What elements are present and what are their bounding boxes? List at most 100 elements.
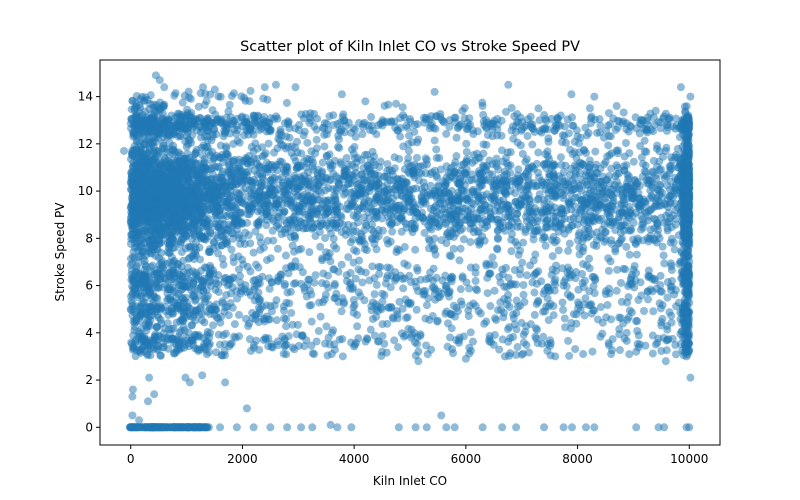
scatter-point: [512, 309, 521, 318]
scatter-point: [522, 341, 531, 350]
scatter-point: [388, 227, 397, 236]
scatter-point: [604, 266, 613, 275]
scatter-point: [314, 327, 323, 336]
scatter-point: [432, 153, 441, 162]
scatter-point: [399, 142, 408, 151]
scatter-point: [358, 130, 367, 139]
scatter-point: [651, 340, 660, 349]
scatter-point: [531, 207, 540, 216]
scatter-point: [391, 123, 400, 132]
scatter-point: [549, 212, 558, 221]
scatter-point: [310, 350, 319, 359]
scatter-point: [405, 115, 414, 124]
scatter-point: [490, 286, 499, 295]
scatter-point: [354, 334, 363, 343]
scatter-point: [649, 127, 658, 136]
scatter-point: [622, 125, 631, 134]
scatter-point: [351, 163, 360, 172]
scatter-point: [349, 258, 358, 267]
scatter-point: [280, 207, 289, 216]
scatter-point: [402, 313, 411, 322]
scatter-point: [222, 144, 231, 153]
scatter-point: [634, 331, 643, 340]
scatter-point: [266, 302, 275, 311]
scatter-point: [237, 92, 246, 101]
scatter-point: [359, 164, 368, 173]
scatter-point: [630, 283, 639, 292]
scatter-point: [367, 306, 376, 315]
scatter-point: [385, 264, 394, 273]
scatter-point: [384, 239, 393, 248]
scatter-point: [378, 297, 387, 306]
scatter-point: [530, 310, 539, 319]
scatter-point: [615, 330, 624, 339]
scatter-point: [582, 261, 591, 270]
scatter-point: [458, 274, 467, 283]
scatter-point: [497, 131, 506, 140]
scatter-point: [230, 332, 238, 341]
scatter-point: [671, 180, 680, 189]
scatter-point: [235, 138, 244, 147]
scatter-point: [437, 236, 446, 245]
scatter-point: [619, 108, 628, 117]
scatter-point: [210, 85, 219, 94]
scatter-point: [473, 149, 482, 158]
scatter-point: [289, 279, 298, 288]
scatter-point: [561, 323, 570, 332]
scatter-point: [625, 350, 634, 359]
scatter-point: [264, 139, 273, 148]
scatter-point: [359, 120, 368, 129]
scatter-point: [465, 343, 474, 352]
scatter-point: [282, 314, 291, 323]
scatter-point: [358, 278, 367, 287]
scatter-point: [672, 350, 681, 359]
scatter-point: [339, 110, 348, 119]
scatter-point: [351, 274, 360, 283]
scatter-point: [202, 96, 211, 105]
scatter-point: [556, 153, 565, 162]
scatter-point: [365, 276, 374, 285]
scatter-point: [514, 250, 523, 259]
scatter-point: [208, 147, 217, 156]
scatter-point: [622, 336, 631, 345]
scatter-point: [419, 290, 428, 299]
scatter-point: [492, 316, 501, 325]
scatter-point: [455, 256, 464, 265]
scatter-point: [658, 314, 667, 323]
scatter-point: [246, 239, 255, 248]
scatter-point: [604, 132, 613, 141]
scatter-point: [649, 307, 658, 316]
scatter-point: [372, 280, 381, 289]
scatter-point: [544, 316, 553, 325]
scatter-point: [526, 112, 535, 121]
scatter-point: [245, 335, 254, 344]
scatter-point: [329, 234, 338, 243]
scatter-point: [196, 255, 205, 264]
scatter-point: [596, 164, 605, 173]
scatter-point: [420, 228, 429, 237]
scatter-point: [392, 306, 401, 315]
scatter-point: [171, 89, 180, 98]
scatter-point: [229, 139, 238, 148]
scatter-point: [575, 139, 584, 148]
scatter-point: [422, 301, 431, 310]
scatter-point: [177, 248, 186, 257]
scatter-point: [452, 152, 461, 161]
scatter-point: [360, 198, 369, 207]
scatter-point: [559, 185, 568, 194]
scatter-point: [606, 120, 615, 129]
scatter-point: [639, 306, 648, 315]
scatter-point: [284, 332, 293, 341]
scatter-point: [271, 201, 280, 210]
scatter-point: [337, 307, 346, 316]
scatter-point: [218, 254, 227, 263]
scatter-point: [431, 295, 440, 304]
scatter-point: [256, 238, 265, 247]
scatter-point: [524, 176, 533, 185]
scatter-point: [411, 277, 420, 286]
scatter-point: [214, 330, 223, 339]
scatter-point: [530, 288, 539, 297]
scatter-point: [540, 195, 549, 204]
scatter-point: [672, 302, 681, 311]
